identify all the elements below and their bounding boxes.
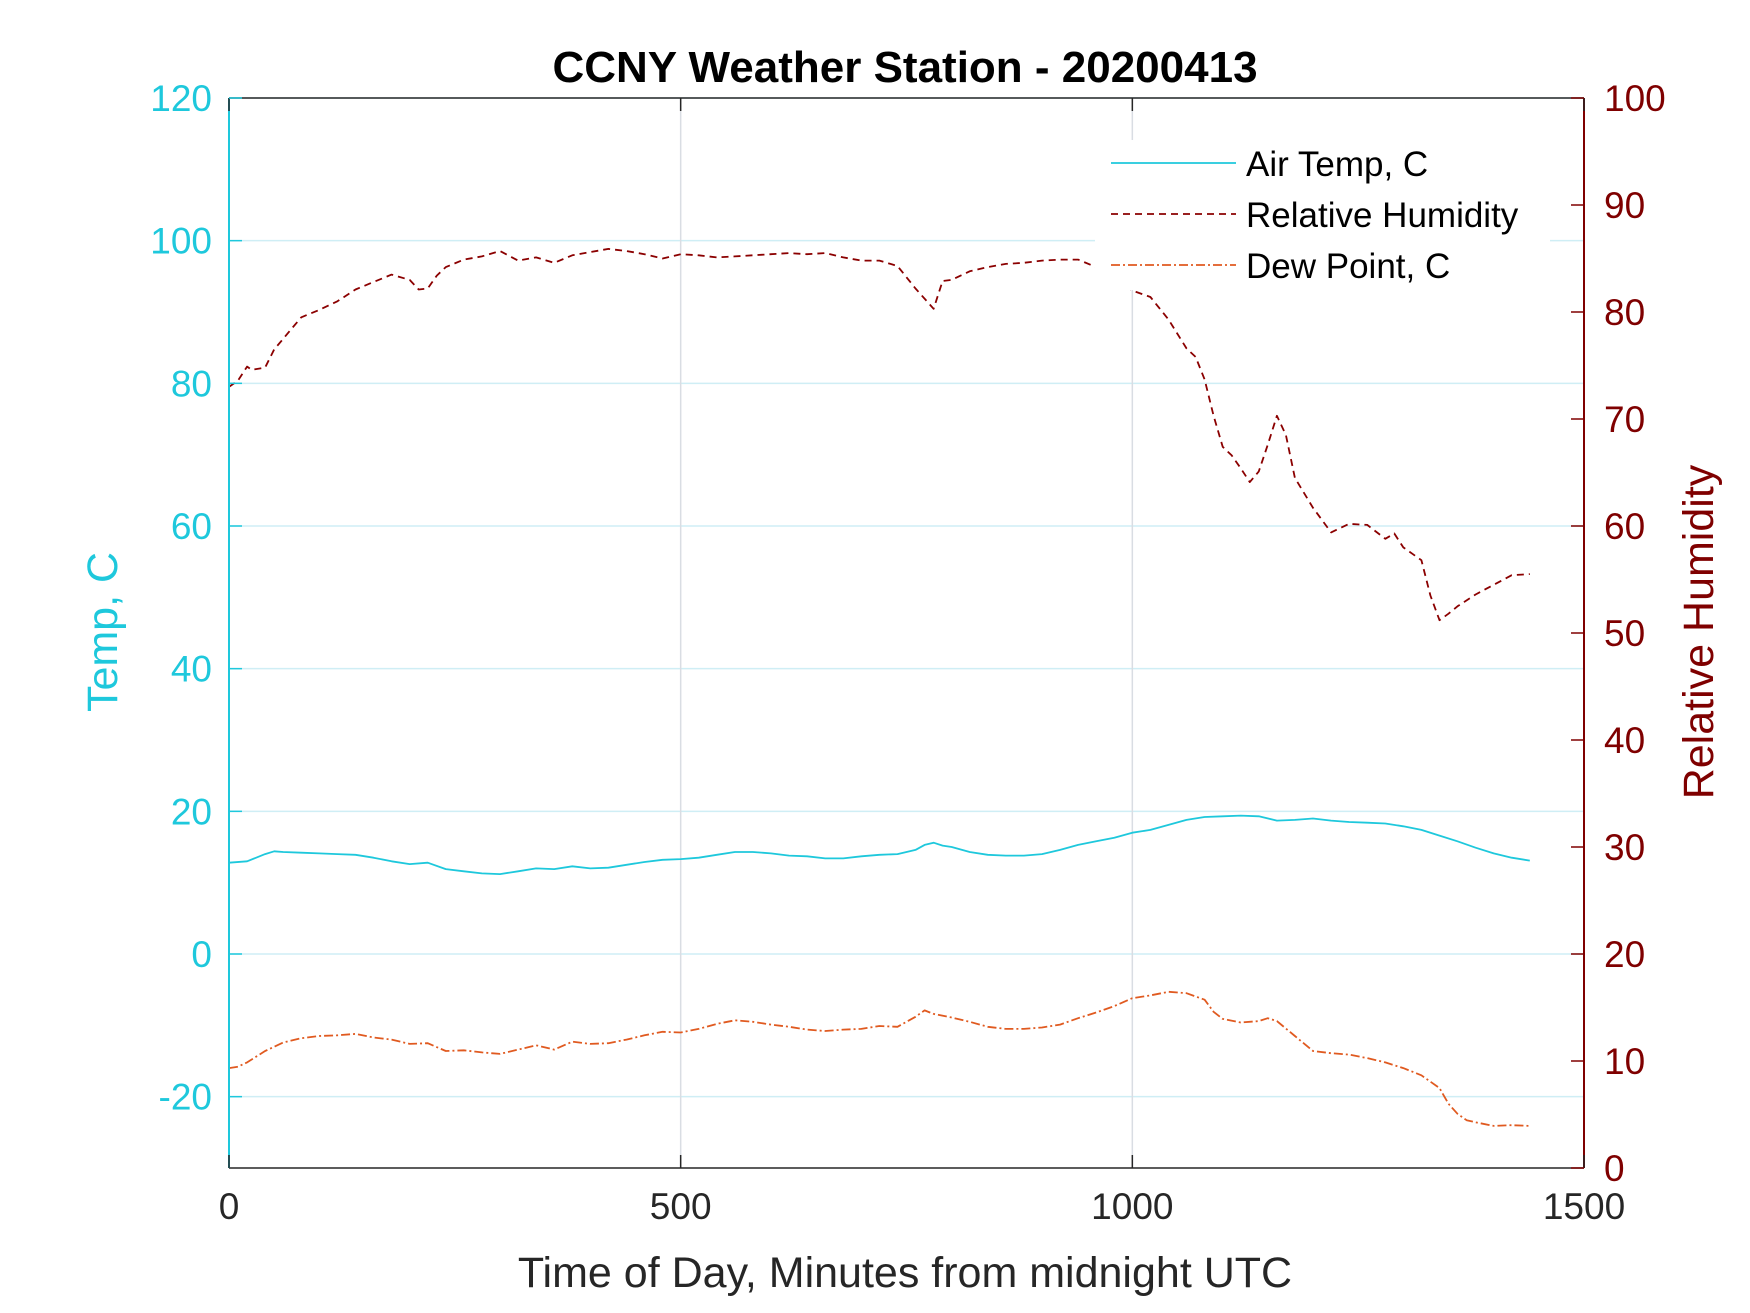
legend-label-humidity: Relative Humidity	[1246, 196, 1519, 235]
y-tick-label-left: 120	[150, 78, 212, 119]
y-tick-label-left: 100	[150, 221, 212, 262]
x-tick-label: 0	[219, 1186, 240, 1227]
x-tick-label: 500	[650, 1186, 712, 1227]
dew-point-line	[228, 990, 1530, 1127]
data-series	[228, 247, 1530, 1127]
y-tick-label-right: 60	[1604, 506, 1645, 547]
y-tick-label-right: 0	[1604, 1148, 1625, 1189]
legend: Air Temp, C Relative Humidity Dew Point,…	[1095, 140, 1550, 290]
relative-humidity-line	[228, 247, 1530, 622]
y-tick-label-left: 0	[191, 934, 212, 975]
y-tick-label-left: 60	[171, 506, 212, 547]
y-tick-label-right: 10	[1604, 1041, 1645, 1082]
y-tick-label-right: 20	[1604, 934, 1645, 975]
y-axis-label-right: Relative Humidity	[1675, 464, 1723, 799]
legend-label-air-temp: Air Temp, C	[1246, 145, 1428, 184]
legend-label-dew-point: Dew Point, C	[1246, 247, 1450, 286]
y-tick-label-left: 20	[171, 791, 212, 832]
y-tick-label-right: 80	[1604, 292, 1645, 333]
y-axis-label-left: Temp, C	[79, 552, 127, 712]
y-tick-label-right: 90	[1604, 185, 1645, 226]
x-axis-label: Time of Day, Minutes from midnight UTC	[518, 1249, 1292, 1297]
y-tick-label-left: 40	[171, 649, 212, 690]
x-tick-label: 1000	[1091, 1186, 1173, 1227]
y-tick-label-right: 70	[1604, 399, 1645, 440]
y-tick-label-left: 80	[171, 363, 212, 404]
x-tick-label: 1500	[1543, 1186, 1625, 1227]
y-tick-label-right: 30	[1604, 827, 1645, 868]
air-temp-line	[228, 814, 1530, 875]
y-tick-label-right: 40	[1604, 720, 1645, 761]
chart-title: CCNY Weather Station - 20200413	[552, 43, 1257, 92]
y-tick-label-left: -20	[159, 1077, 212, 1118]
axes: 0 500 1000 1500 -20 0 20 40 60 80 100 120 0 10 20 30 40 5…	[150, 78, 1665, 1227]
y-tick-label-right: 50	[1604, 613, 1645, 654]
y-tick-label-right: 100	[1604, 78, 1666, 119]
